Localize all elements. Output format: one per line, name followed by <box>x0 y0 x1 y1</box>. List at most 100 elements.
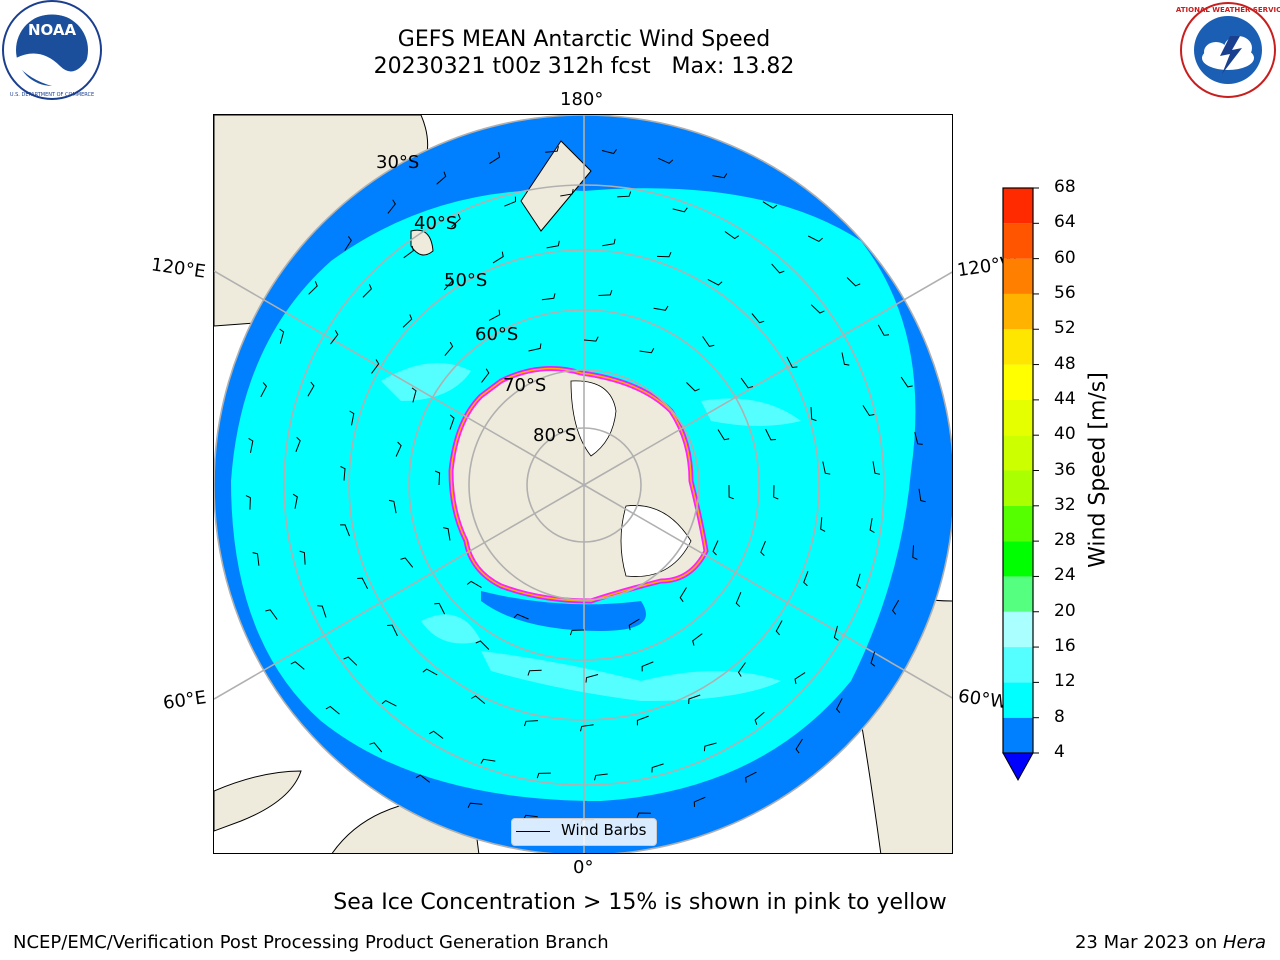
colorbar-tick-label: 52 <box>1054 318 1076 339</box>
legend-line-sample <box>516 831 550 832</box>
wind-barb <box>492 251 504 264</box>
wind-barb <box>451 213 461 228</box>
colorbar-tick-label: 48 <box>1054 353 1076 374</box>
wind-barb <box>279 328 285 344</box>
wind-barb <box>513 613 529 620</box>
colorbar-segment <box>1003 258 1033 294</box>
colorbar-segment <box>1003 505 1033 542</box>
wind-barb <box>737 662 746 677</box>
africa-land <box>214 770 302 832</box>
colorbar-tick-label: 24 <box>1054 565 1076 586</box>
wind-barb <box>443 527 451 541</box>
wind-barb <box>602 238 616 247</box>
colorbar-under-arrow <box>1002 752 1034 782</box>
wind-barb <box>583 336 599 342</box>
wind-barb <box>541 293 556 301</box>
lat-label-80s: 80°S <box>533 425 577 446</box>
wind-barb <box>299 550 306 565</box>
wind-barb <box>340 466 346 481</box>
wind-barb <box>656 252 672 258</box>
wind-barb <box>475 640 490 650</box>
wind-barb <box>307 381 315 397</box>
ice-shelf-2 <box>620 505 692 577</box>
graticule <box>214 115 952 853</box>
wind-barb <box>918 488 926 503</box>
wind-barb <box>786 356 798 369</box>
colorbar-segment <box>1003 364 1033 400</box>
wind-barb <box>672 207 688 213</box>
colorbar-segment <box>1003 647 1033 683</box>
wind-barb <box>765 428 776 441</box>
wind-barb <box>693 796 706 807</box>
map-legend <box>511 818 657 846</box>
wind-barb <box>290 661 305 670</box>
wind-barb <box>775 620 783 636</box>
wind-barb <box>810 304 825 314</box>
wind-barb <box>560 189 574 197</box>
wind-barb <box>524 720 539 727</box>
wind-barb <box>692 633 703 646</box>
wind-barb <box>807 235 823 242</box>
wind-barb <box>585 674 599 683</box>
lat-label-50s: 50°S <box>444 270 488 291</box>
wind-barb <box>403 245 414 259</box>
colorbar-segment <box>1003 329 1033 365</box>
wind-barb <box>434 602 446 615</box>
wind-barb <box>841 352 850 366</box>
wind-barb <box>369 742 383 753</box>
wind-barb <box>357 577 369 590</box>
wind-barb <box>914 431 923 445</box>
colorbar-segment <box>1003 399 1033 436</box>
wind-barb <box>569 629 585 636</box>
map-subtitle: 20230321 t00z 312h fcst Max: 13.82 <box>373 54 795 79</box>
wind-barb <box>598 289 613 296</box>
wind-barb <box>641 661 654 672</box>
wind-barb <box>653 305 669 311</box>
wind-barb <box>703 742 717 752</box>
wind-barb <box>395 441 402 457</box>
wind-barb <box>762 201 778 209</box>
wind-barb <box>639 348 655 354</box>
colorbar-segment <box>1003 717 1033 753</box>
svg-text:NATIONAL WEATHER SERVICE: NATIONAL WEATHER SERVICE <box>1176 6 1280 14</box>
wind-barb <box>429 730 444 739</box>
wind-barb <box>471 695 486 704</box>
sea-ice-note: Sea Ice Concentration > 15% is shown in … <box>333 890 947 915</box>
wind-barb <box>900 376 913 388</box>
footer-machine: Hera <box>1222 932 1266 953</box>
svg-text:NOAA: NOAA <box>28 21 77 39</box>
colorbar-label: Wind Speed [m/s] <box>1085 372 1111 568</box>
wind-barb <box>810 406 817 422</box>
colorbar-tick-label: 40 <box>1054 424 1076 445</box>
colorbar-segment <box>1003 541 1033 577</box>
colorbar <box>1002 187 1039 782</box>
lat-label-40s: 40°S <box>414 213 458 234</box>
colorbar-tick-label: 36 <box>1054 459 1076 480</box>
wind-barb <box>467 802 483 808</box>
wind-barb <box>686 382 700 392</box>
lat-label-30s: 30°S <box>376 152 420 173</box>
wind-barb <box>504 196 517 207</box>
wind-barb <box>260 382 268 398</box>
colorbar-tick-label: 56 <box>1054 282 1076 303</box>
wind-barb <box>628 618 640 631</box>
lon-label-180: 180° <box>560 89 604 110</box>
wind-barb <box>636 812 651 818</box>
wind-barb <box>444 341 454 357</box>
wind-barb <box>252 552 260 566</box>
noaa-logo: NOAA U.S. DEPARTMENT OF COMMERCE <box>2 0 102 100</box>
footer-date: 23 Mar 2023 on Hera <box>1000 932 1266 953</box>
colorbar-tick-label: 16 <box>1054 636 1076 657</box>
colorbar-tick-label: 60 <box>1054 247 1076 268</box>
colorbar-tick-label: 28 <box>1054 530 1076 551</box>
wind-barb <box>402 314 413 328</box>
wind-barb <box>702 336 715 347</box>
wind-barb <box>594 773 608 781</box>
wind-barb <box>912 545 918 560</box>
wind-barb <box>344 236 352 251</box>
wind-barb <box>745 771 757 783</box>
wind-barb <box>527 669 542 676</box>
wind-barb <box>434 470 441 486</box>
wind-barb <box>833 625 839 641</box>
wind-barb <box>387 624 398 637</box>
